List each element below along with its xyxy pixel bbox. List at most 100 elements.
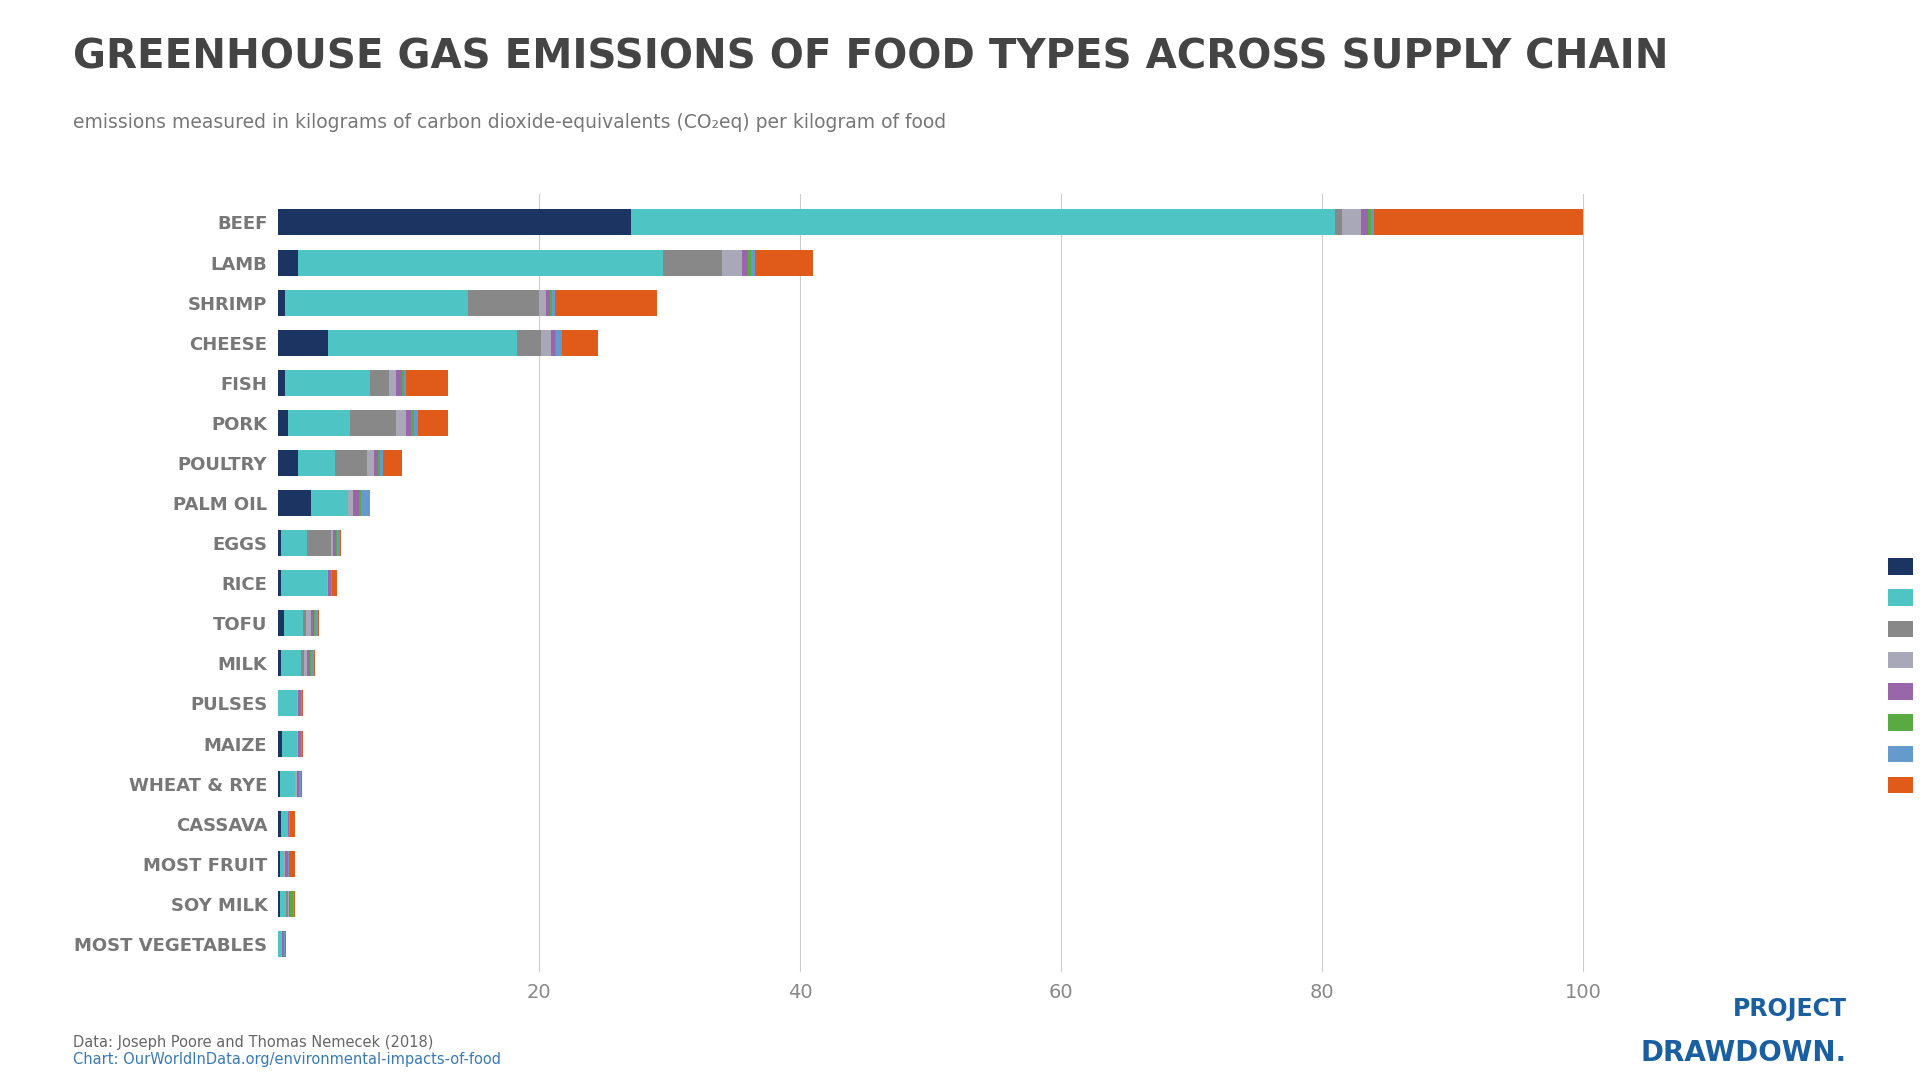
Bar: [545, 289, 549, 315]
Bar: [1361, 210, 1367, 235]
Bar: [382, 450, 403, 476]
Bar: [307, 650, 309, 676]
Bar: [278, 409, 288, 436]
Bar: [755, 249, 814, 275]
Bar: [280, 650, 301, 676]
Bar: [334, 450, 367, 476]
Legend: LAND USE CHANGE, FARM, ANIMAL FEED, PROCESSING, TRANSPORT, RETAIL, PACKAGING, LO: LAND USE CHANGE, FARM, ANIMAL FEED, PROC…: [1880, 550, 1920, 804]
Bar: [278, 210, 630, 235]
Bar: [367, 450, 374, 476]
Bar: [278, 811, 280, 837]
Bar: [284, 369, 371, 395]
Text: PROJECT: PROJECT: [1734, 997, 1847, 1021]
Bar: [288, 851, 296, 877]
Bar: [468, 289, 540, 315]
Bar: [298, 771, 300, 797]
Bar: [290, 891, 292, 917]
Bar: [403, 369, 407, 395]
Bar: [407, 369, 447, 395]
Bar: [553, 289, 555, 315]
Bar: [278, 931, 282, 957]
Bar: [278, 329, 328, 355]
Bar: [284, 289, 468, 315]
Bar: [278, 610, 284, 636]
Bar: [751, 249, 755, 275]
Bar: [284, 610, 303, 636]
Bar: [374, 450, 378, 476]
Bar: [298, 690, 301, 716]
Bar: [315, 610, 317, 636]
Bar: [301, 650, 305, 676]
Bar: [290, 811, 296, 837]
Bar: [280, 891, 286, 917]
Bar: [749, 249, 751, 275]
Bar: [280, 530, 307, 556]
Bar: [361, 490, 371, 516]
Bar: [311, 490, 348, 516]
Bar: [1334, 210, 1342, 235]
Bar: [280, 851, 284, 877]
Bar: [338, 530, 340, 556]
Bar: [557, 329, 561, 355]
Bar: [298, 249, 662, 275]
Bar: [516, 329, 541, 355]
Bar: [1375, 210, 1584, 235]
Bar: [303, 610, 305, 636]
Bar: [278, 650, 280, 676]
Bar: [551, 329, 555, 355]
Bar: [555, 289, 657, 315]
Bar: [311, 610, 313, 636]
Bar: [419, 409, 447, 436]
Bar: [630, 210, 1334, 235]
Bar: [549, 289, 553, 315]
Bar: [561, 329, 599, 355]
Bar: [540, 289, 545, 315]
Bar: [349, 409, 396, 436]
Text: DRAWDOWN.: DRAWDOWN.: [1642, 1039, 1847, 1067]
Bar: [407, 409, 411, 436]
Bar: [380, 450, 382, 476]
Bar: [280, 570, 326, 596]
Bar: [353, 490, 359, 516]
Bar: [278, 289, 284, 315]
Bar: [415, 409, 419, 436]
Bar: [278, 369, 284, 395]
Bar: [278, 690, 298, 716]
Bar: [278, 570, 280, 596]
Bar: [348, 490, 353, 516]
Bar: [328, 570, 330, 596]
Bar: [334, 530, 336, 556]
Text: Chart: OurWorldInData.org/environmental-impacts-of-food: Chart: OurWorldInData.org/environmental-…: [73, 1052, 501, 1067]
Bar: [311, 650, 313, 676]
Text: GREENHOUSE GAS EMISSIONS OF FOOD TYPES ACROSS SUPPLY CHAIN: GREENHOUSE GAS EMISSIONS OF FOOD TYPES A…: [73, 38, 1668, 78]
Bar: [280, 811, 288, 837]
Bar: [390, 369, 396, 395]
Bar: [332, 570, 338, 596]
Bar: [278, 730, 282, 757]
Bar: [328, 329, 516, 355]
Bar: [662, 249, 722, 275]
Bar: [288, 409, 349, 436]
Bar: [305, 650, 307, 676]
Bar: [307, 530, 330, 556]
Bar: [298, 450, 334, 476]
Bar: [741, 249, 749, 275]
Bar: [278, 450, 298, 476]
Bar: [378, 450, 380, 476]
Text: emissions measured in kilograms of carbon dioxide-equivalents (CO₂eq) per kilogr: emissions measured in kilograms of carbo…: [73, 113, 947, 133]
Bar: [411, 409, 415, 436]
Bar: [282, 730, 298, 757]
Bar: [371, 369, 390, 395]
Bar: [396, 409, 407, 436]
Bar: [284, 851, 288, 877]
Bar: [722, 249, 741, 275]
Bar: [330, 530, 334, 556]
Bar: [280, 771, 296, 797]
Text: Data: Joseph Poore and Thomas Nemecek (2018): Data: Joseph Poore and Thomas Nemecek (2…: [73, 1035, 434, 1050]
Bar: [298, 730, 301, 757]
Bar: [1367, 210, 1371, 235]
Bar: [396, 369, 403, 395]
Bar: [1371, 210, 1375, 235]
Bar: [1342, 210, 1361, 235]
Bar: [541, 329, 551, 355]
